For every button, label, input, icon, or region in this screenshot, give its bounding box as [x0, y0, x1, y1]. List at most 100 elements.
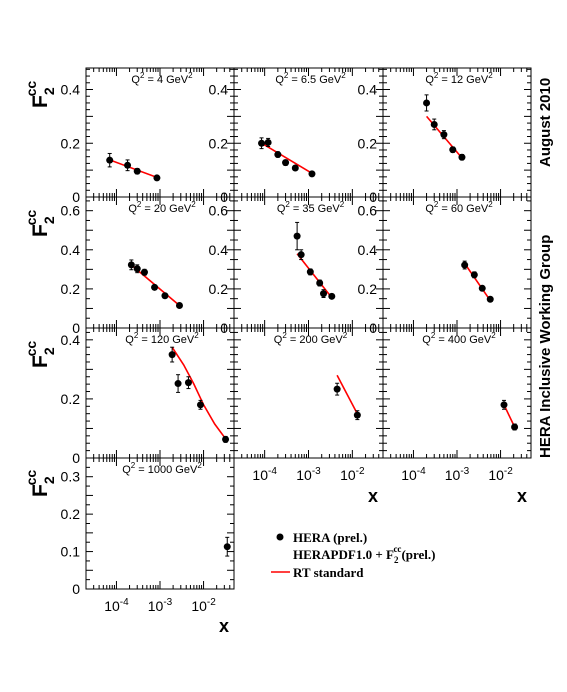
y-tick-label: 0.2: [61, 391, 81, 407]
panel-title-unit-exp: 2: [341, 71, 346, 80]
panel-title-eq: = 35 GeV: [290, 203, 341, 215]
y-axis-label-sub: 2: [41, 347, 57, 355]
y-axis-label: F2cc: [23, 470, 57, 497]
data-point: [293, 232, 301, 240]
data-point: [449, 146, 457, 154]
data-point: [161, 292, 169, 300]
data-point: [458, 153, 466, 161]
y-tick-label: 0: [72, 189, 80, 205]
panel-8: Q2 = 200 GeV2: [233, 327, 384, 459]
data-point: [328, 292, 336, 300]
data-point: [308, 170, 316, 178]
y-tick-label: 0.6: [209, 203, 229, 219]
y-tick-label: 0.4: [358, 242, 378, 258]
data-point: [297, 251, 305, 259]
data-point: [153, 174, 161, 182]
panel-1: 0 0.2 0.4 Q2 = 4 GeV2: [61, 67, 235, 205]
y-axis-label: F2cc: [23, 210, 57, 237]
y-axis-label-sub: 2: [41, 216, 57, 224]
y-tick-label: 0: [72, 450, 80, 466]
panel-title: Q2 = 6.5 GeV2: [275, 71, 346, 86]
y-axis-label-sup: cc: [23, 470, 39, 486]
panel-title-unit-exp: 2: [340, 200, 345, 209]
data-point: [168, 351, 176, 359]
y-tick-label: 0.4: [358, 82, 378, 98]
x-axis-title-col3: x: [517, 486, 527, 506]
x-tick-label-base: 10: [296, 467, 312, 483]
x-tick-label: 10-2: [488, 466, 513, 483]
panel-title: Q2 = 1000 GeV2: [122, 461, 202, 476]
panel-title-q-exp: 2: [134, 331, 139, 340]
theory-curve: [171, 346, 227, 440]
panel-title-q: Q: [425, 203, 434, 215]
y-tick-label: 0.2: [61, 135, 81, 151]
y-axis-label-sup: cc: [23, 81, 39, 97]
x-tick-label-exp: -2: [504, 466, 513, 477]
panel-title-eq: = 1000 GeV: [135, 464, 198, 476]
panel-title: Q2 = 120 GeV2: [125, 331, 199, 346]
y-tick-label: 0.4: [209, 242, 229, 258]
panel-title-q-exp: 2: [282, 331, 287, 340]
panel-title-unit-exp: 2: [488, 200, 493, 209]
data-point: [333, 385, 341, 393]
panel-title-eq: = 6.5 GeV: [288, 74, 342, 86]
data-point: [461, 261, 469, 269]
x-tick-label: 10-3: [296, 466, 321, 483]
y-tick-label: 0.4: [61, 82, 81, 98]
data-point: [316, 279, 324, 287]
panel-title-q: Q: [425, 74, 434, 86]
data-point: [175, 302, 183, 310]
data-point: [184, 379, 192, 387]
legend: HERA (prel.)HERAPDF1.0 + F2cc(prel.)RT s…: [271, 530, 436, 580]
side-subtitle: HERA Inclusive Working Group: [537, 235, 554, 458]
theory-curve: [336, 374, 359, 415]
data-point: [500, 401, 508, 409]
data-point: [258, 139, 266, 147]
data-point: [133, 265, 141, 273]
data-point: [282, 159, 290, 167]
x-tick-label-base: 10: [488, 467, 504, 483]
theory-curve: [503, 404, 516, 428]
y-tick-label: 0.6: [61, 203, 81, 219]
y-tick-label: 0.2: [61, 281, 81, 297]
data-point: [133, 167, 141, 175]
panel-title-q: Q: [274, 334, 283, 346]
panel-title-q-exp: 2: [431, 331, 436, 340]
y-tick-label: 0: [72, 581, 80, 597]
panel-title-eq: = 400 GeV: [435, 334, 492, 346]
y-tick-label: 0.3: [61, 469, 81, 485]
legend-data-marker: [276, 533, 284, 541]
panel-title-q: Q: [422, 334, 431, 346]
data-point: [430, 120, 438, 128]
panel-title: Q2 = 4 GeV2: [131, 71, 193, 86]
x-axis-title-col2: x: [368, 486, 378, 506]
x-tick-label-exp: -3: [163, 597, 172, 608]
panel-title-unit-exp: 2: [343, 331, 348, 340]
y-tick-label: 0.6: [358, 203, 378, 219]
legend-theory-suffix: (prel.): [401, 547, 435, 562]
panel-title-q: Q: [277, 203, 286, 215]
data-point: [306, 268, 314, 276]
panel-title-q: Q: [275, 74, 284, 86]
data-point: [124, 161, 132, 169]
y-tick-label: 0.2: [358, 281, 378, 297]
y-tick-label: 0.2: [358, 135, 378, 151]
panel-title-q-exp: 2: [284, 71, 289, 80]
data-point: [511, 423, 519, 431]
y-axis-label-main: F: [29, 355, 52, 368]
x-axis-title-col1: x: [219, 616, 229, 636]
x-tick-label-exp: -3: [312, 466, 321, 477]
x-tick-label-base: 10: [401, 467, 417, 483]
panel-title-eq: = 20 GeV: [141, 203, 192, 215]
y-tick-label: 0.2: [61, 506, 81, 522]
data-point: [423, 99, 431, 107]
panel-title-eq: = 12 GeV: [438, 74, 489, 86]
panel-title-q-exp: 2: [131, 461, 136, 470]
data-point: [291, 164, 299, 172]
y-axis-label: F2cc: [23, 341, 57, 368]
y-tick-label: 0.4: [209, 82, 229, 98]
panel-title: Q2 = 12 GeV2: [425, 71, 493, 86]
data-point: [151, 283, 159, 291]
panel-3: 00.20.4Q2 = 12 GeV2: [358, 67, 532, 205]
y-axis-label-sub: 2: [41, 476, 57, 484]
